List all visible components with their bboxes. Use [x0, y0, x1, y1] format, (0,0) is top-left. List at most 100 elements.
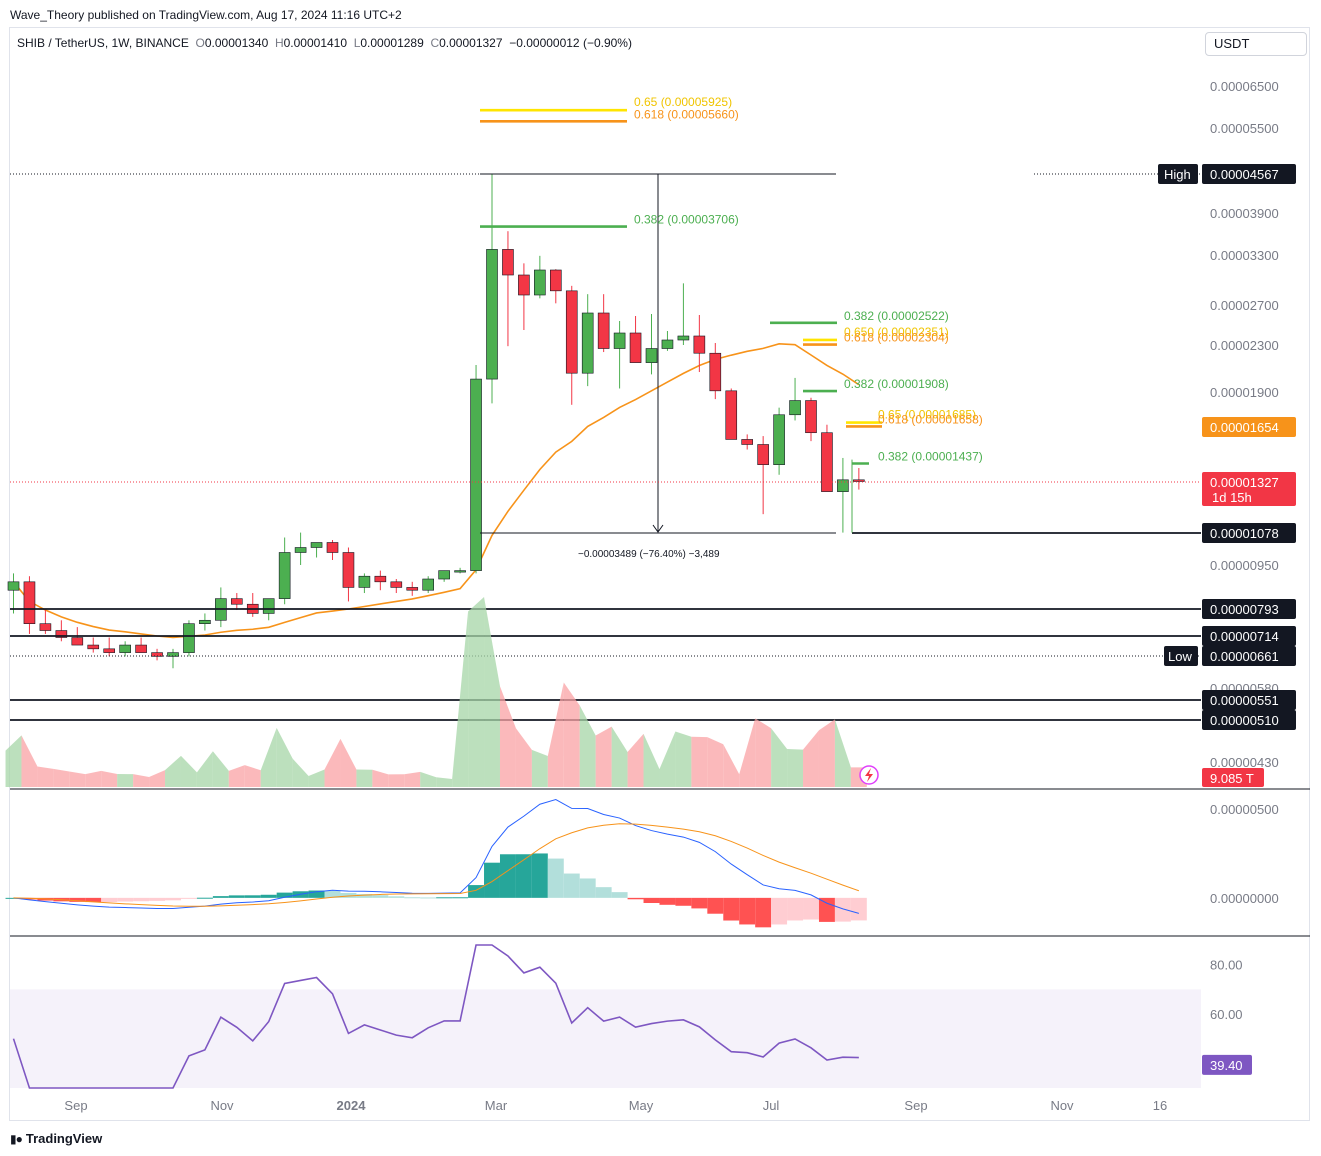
support-level-tag-bg	[1202, 710, 1296, 730]
volume-bar	[691, 736, 708, 787]
volume-tag: 9.085 T	[1210, 771, 1254, 786]
currency-selector-button[interactable]: USDT	[1205, 32, 1307, 56]
low-tag-bg	[1164, 646, 1198, 666]
support-level-tag: 0.00000714	[1210, 629, 1279, 644]
volume-bar	[308, 769, 325, 787]
fib-level-label: 0.650 (0.00002351)	[844, 325, 949, 339]
macd-histogram-bar	[228, 895, 245, 898]
candle-body	[789, 400, 801, 416]
support-level-tag-bg	[1202, 626, 1296, 646]
candle-body	[39, 623, 52, 631]
volume-bar	[436, 777, 453, 787]
fib-level-label: 0.618 (0.00001658)	[878, 412, 983, 426]
volume-bar	[372, 769, 389, 787]
macd-histogram-bar	[149, 897, 166, 901]
macd-histogram-bar	[308, 890, 325, 898]
volume-bar	[356, 769, 373, 787]
candle-body	[629, 332, 642, 363]
macd-histogram-bar	[739, 897, 756, 925]
support-level-tag: 0.00001078	[1210, 526, 1279, 541]
candle-body	[486, 249, 498, 380]
macd-histogram-bar	[531, 853, 548, 898]
low-price-tag-bg	[1202, 646, 1296, 666]
price-axis-tick: 0.00002700	[1210, 298, 1279, 313]
macd-histogram-bar	[372, 895, 389, 898]
price-axis-tick: 0.00000950	[1210, 558, 1279, 573]
candle-body	[326, 542, 339, 553]
volume-bar	[499, 686, 516, 787]
candle-body	[438, 570, 450, 580]
time-axis-tick: Nov	[210, 1098, 234, 1113]
macd-histogram-bar	[723, 897, 740, 921]
candle-body	[470, 378, 482, 571]
candle-body	[581, 312, 594, 374]
candle-body	[342, 552, 355, 588]
macd-histogram-bar	[627, 897, 644, 900]
candle-body	[677, 335, 690, 341]
tradingview-logo[interactable]: ▮● TradingView	[10, 1131, 102, 1146]
volume-bar	[452, 611, 469, 787]
support-level-tag-bg	[1202, 599, 1296, 619]
candle-body	[183, 623, 195, 653]
volume-bar	[292, 758, 309, 787]
volume-bar	[276, 727, 293, 787]
price-axis-tick: 0.00001900	[1210, 385, 1279, 400]
tradingview-logo-text: TradingView	[25, 1131, 103, 1146]
time-axis-tick: Sep	[64, 1098, 87, 1113]
volume-bar	[149, 770, 166, 787]
volume-bar	[818, 719, 835, 787]
ohlc-open: 0.00001340	[204, 36, 269, 50]
volume-bar	[531, 749, 548, 787]
time-axis-tick: May	[629, 1098, 654, 1113]
rsi-value-tag-bg	[1202, 1054, 1252, 1075]
macd-histogram-bar	[818, 897, 835, 922]
high-tag: High	[1164, 167, 1191, 182]
volume-bar	[579, 705, 596, 787]
publish-caption: Wave_Theory published on TradingView.com…	[10, 8, 402, 22]
candle-body	[103, 648, 115, 653]
fib-level-label: 0.382 (0.00001437)	[878, 449, 983, 463]
volume-bar	[420, 771, 437, 787]
candle-body	[597, 312, 610, 349]
macd-histogram-bar	[196, 897, 213, 899]
fib-level-label: 0.618 (0.00005660)	[634, 107, 739, 121]
volume-bar	[787, 748, 804, 787]
lightning-bolt	[865, 768, 873, 782]
low-price-tag: 0.00000661	[1210, 649, 1279, 664]
macd-histogram-bar	[165, 897, 181, 901]
ohlc-close: 0.00001327	[439, 36, 503, 50]
macd-histogram-bar	[691, 897, 708, 909]
macd-histogram-bar	[101, 897, 118, 903]
candle-body	[709, 352, 722, 392]
volume-bar	[515, 728, 532, 787]
candle-body	[645, 348, 658, 363]
rsi-axis-tick: 80.00	[1210, 958, 1243, 973]
price-axis-tick: 0.00005500	[1210, 121, 1279, 136]
macd-histogram-bar	[324, 890, 341, 898]
candle-body	[805, 400, 817, 434]
candle-body	[725, 390, 738, 440]
volume-bar	[739, 718, 756, 787]
macd-histogram-bar	[69, 897, 86, 902]
macd-histogram-bar	[499, 854, 516, 898]
volume-bar	[771, 728, 788, 787]
price-axis-tick: 0.00003300	[1210, 248, 1279, 263]
support-level-tag: 0.00000793	[1210, 602, 1279, 617]
rsi-axis-tick: 60.00	[1210, 1007, 1243, 1022]
macd-histogram-bar	[212, 896, 229, 898]
candle-body	[693, 335, 706, 354]
macd-histogram-bar	[420, 897, 437, 899]
macd-histogram-bar	[595, 887, 612, 898]
macd-histogram-bar	[579, 878, 596, 898]
volume-tag-bg	[1202, 768, 1264, 787]
macd-histogram-bar	[133, 897, 150, 902]
candle-body	[454, 570, 466, 573]
low-tag: Low	[1168, 649, 1192, 664]
macd-histogram-bar	[260, 894, 277, 898]
candle-body	[294, 547, 307, 553]
volume-bar	[21, 735, 38, 787]
macd-histogram-bar	[643, 897, 660, 903]
candle-body	[55, 630, 68, 638]
volume-bar	[627, 733, 644, 787]
